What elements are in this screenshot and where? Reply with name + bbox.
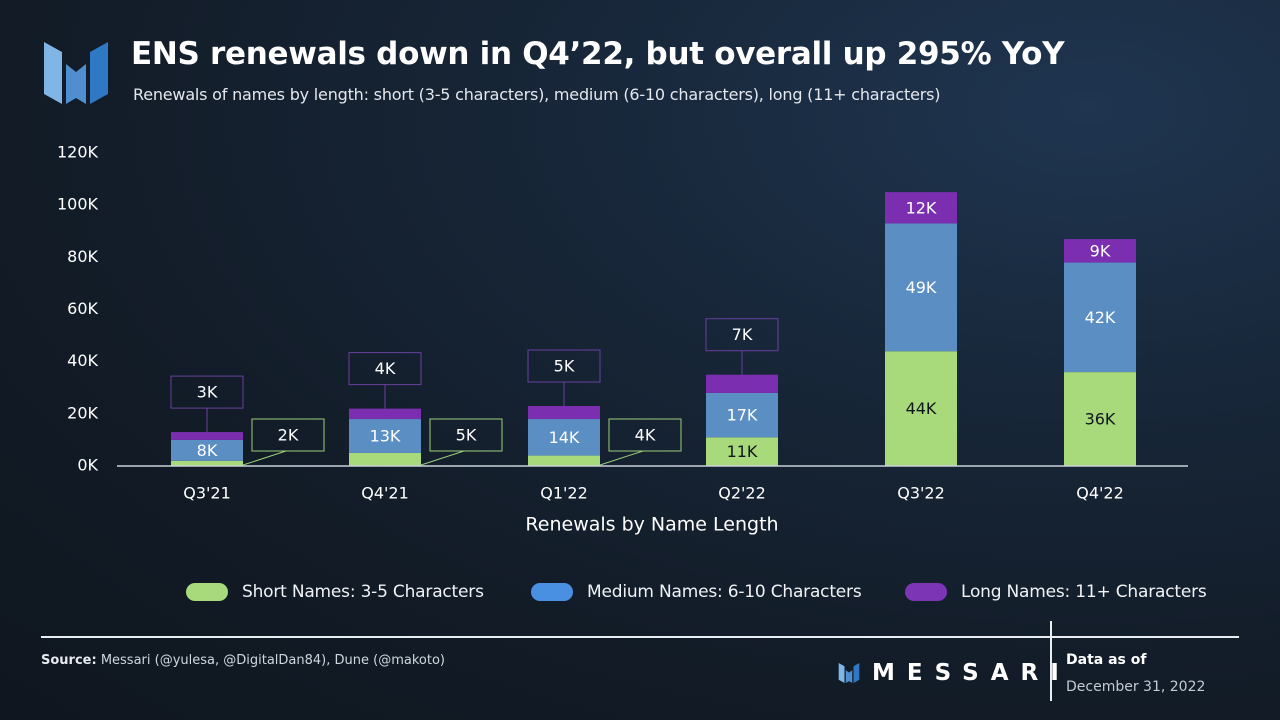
footer-vertical-divider [1050, 621, 1052, 701]
messari-brand-icon [838, 663, 860, 683]
y-tick-label: 60K [67, 299, 98, 318]
callout-box-short [251, 418, 325, 452]
legend-item-long: Long Names: 11+ Characters [905, 582, 1207, 602]
bar-segment-short [706, 437, 778, 466]
messari-brand: MESSARI [838, 660, 1071, 686]
callout-box-long [348, 352, 422, 386]
callout-box-short [429, 418, 503, 452]
brand-wordmark: MESSARI [872, 660, 1071, 686]
callout-box-long [170, 375, 244, 409]
callout-leader-short [242, 450, 287, 466]
data-label-medium: 13K [370, 427, 401, 446]
y-tick-label: 20K [67, 403, 98, 422]
callout-leader-short [420, 450, 465, 466]
x-tick-label: Q2'22 [718, 484, 766, 503]
bar-segment-short [349, 452, 421, 466]
chart-title: ENS renewals down in Q4’22, but overall … [131, 36, 1065, 72]
data-label-long: 4K [375, 359, 396, 378]
data-label-short: 2K [278, 426, 299, 445]
x-tick-label: Q3'21 [183, 484, 231, 503]
x-axis-title: Renewals by Name Length [525, 514, 778, 536]
bar-segment-medium [349, 419, 421, 453]
data-label-long: 12K [906, 198, 937, 217]
legend-item-short: Short Names: 3-5 Characters [186, 582, 484, 602]
bar-segment-short [1064, 372, 1136, 466]
callout-leader-short [599, 450, 644, 466]
bar-segment-short [171, 460, 243, 466]
legend-swatch-short [186, 583, 228, 601]
bar-segment-medium [706, 392, 778, 438]
legend-label-short: Short Names: 3-5 Characters [242, 582, 484, 602]
data-label-long: 3K [197, 383, 218, 402]
callout-box-short [608, 418, 682, 452]
legend: Short Names: 3-5 Characters Medium Names… [0, 582, 1280, 606]
data-label-medium: 8K [197, 441, 218, 460]
y-tick-label: 0K [77, 456, 98, 475]
messari-logo-icon [44, 42, 108, 104]
source-note: Source: Messari (@yulesa, @DigitalDan84)… [41, 653, 445, 668]
bar-segment-long [349, 408, 421, 420]
y-tick-label: 120K [57, 143, 99, 162]
bar-segment-medium [528, 419, 600, 456]
chart-subtitle: Renewals of names by length: short (3-5 … [133, 85, 941, 104]
data-label-long: 7K [732, 325, 753, 344]
bar-segment-short [885, 351, 957, 466]
stacked-bar-chart: 0K 20K 40K 60K 80K 100K 120K 8K 2K 3K Q3'21 13K 5K 4K… [57, 143, 1188, 536]
data-label-medium: 14K [549, 428, 580, 447]
bar-segment-medium [1064, 262, 1136, 373]
data-label-short: 11K [727, 442, 758, 461]
y-tick-label: 100K [57, 195, 99, 214]
data-label-short: 5K [456, 426, 477, 445]
legend-swatch-medium [531, 583, 573, 601]
data-as-of-label: Data as of [1066, 652, 1147, 668]
bar-segment-long [706, 374, 778, 393]
data-label-long: 9K [1090, 241, 1111, 260]
data-label-short: 4K [635, 426, 656, 445]
x-tick-label: Q4'22 [1076, 484, 1124, 503]
data-label-medium: 17K [727, 406, 758, 425]
bar-segment-long [171, 432, 243, 440]
bar-segment-medium [171, 439, 243, 461]
bar-segment-long [885, 192, 957, 224]
data-label-short: 44K [906, 399, 937, 418]
footer-divider [41, 636, 1239, 638]
bar-segment-long [1064, 239, 1136, 263]
callout-box-long [705, 318, 779, 352]
y-tick-label: 40K [67, 351, 98, 370]
x-tick-label: Q4'21 [361, 484, 409, 503]
data-label-long: 5K [554, 357, 575, 376]
callout-box-long [527, 349, 601, 383]
bar-segment-medium [885, 223, 957, 352]
data-label-short: 36K [1085, 410, 1116, 429]
source-label: Source: [41, 653, 97, 668]
bar-segment-short [528, 455, 600, 466]
x-tick-label: Q1'22 [540, 484, 588, 503]
data-label-medium: 49K [906, 278, 937, 297]
legend-label-medium: Medium Names: 6-10 Characters [587, 582, 862, 602]
data-as-of-date: December 31, 2022 [1066, 679, 1206, 695]
legend-swatch-long [905, 583, 947, 601]
legend-item-medium: Medium Names: 6-10 Characters [531, 582, 862, 602]
bar-segment-long [528, 406, 600, 420]
legend-label-long: Long Names: 11+ Characters [961, 582, 1207, 602]
source-text: Messari (@yulesa, @DigitalDan84), Dune (… [96, 653, 445, 668]
y-tick-label: 80K [67, 247, 98, 266]
x-tick-label: Q3'22 [897, 484, 945, 503]
data-label-medium: 42K [1085, 308, 1116, 327]
